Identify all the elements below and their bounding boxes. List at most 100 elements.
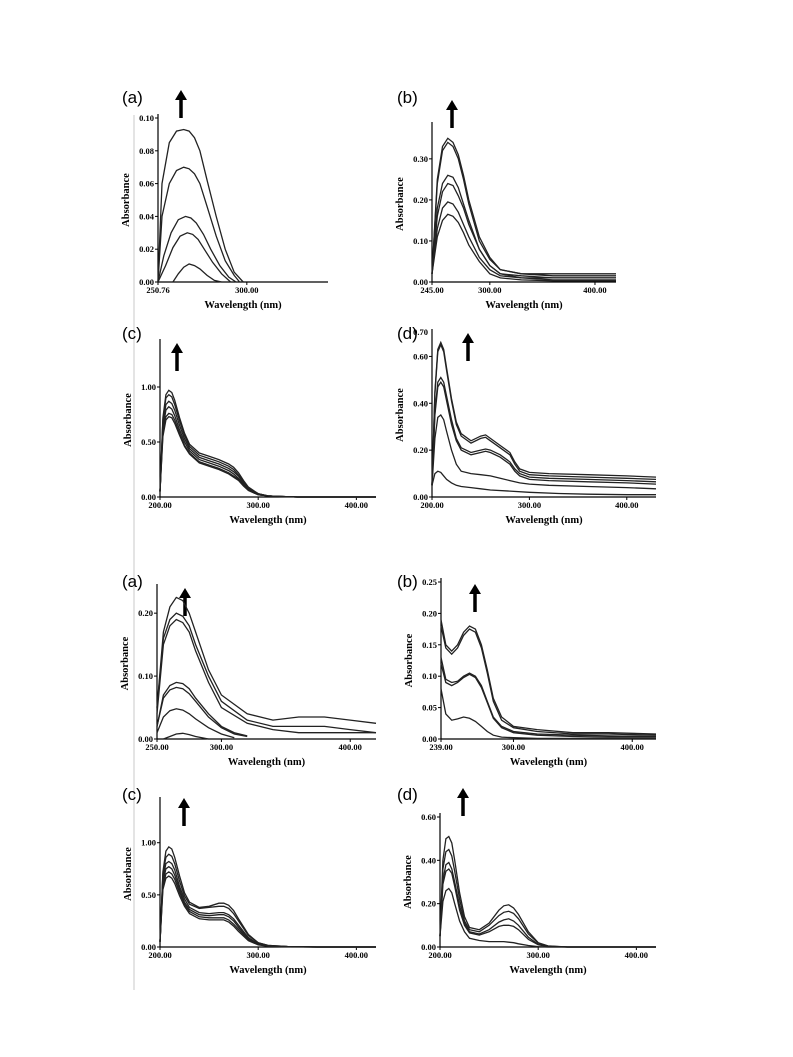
y-tick-label: 0.15 [422, 640, 437, 650]
x-tick-label: 200.00 [148, 500, 171, 510]
x-tick-label: 300.00 [235, 285, 258, 295]
y-tick-label: 0.08 [139, 146, 154, 156]
y-tick-label: 0.50 [141, 890, 156, 900]
increase-arrow-icon [457, 788, 469, 816]
chart-panel: (c) 0.00 0.50 1.00 200.00 300.00 400.00 Wavelen… [122, 785, 376, 976]
spectrum-line [156, 708, 235, 739]
spectrum-line [431, 376, 657, 486]
y-tick-label: 1.00 [141, 382, 156, 392]
increase-arrow-icon [462, 333, 474, 361]
y-axis-title: Absorbance [123, 393, 134, 447]
chart-panel: (d) 0.00 0.20 0.40 0.60 0.70 200.00 300.00 400.0… [395, 324, 657, 526]
spectrum-line [431, 380, 657, 486]
x-tick-label: 400.00 [625, 950, 648, 960]
y-tick-label: 0.20 [413, 445, 428, 455]
spectrum-line [440, 663, 656, 738]
x-tick-label: 200.00 [428, 950, 451, 960]
y-axis-title: Absorbance [121, 173, 132, 227]
spectrum-line [157, 128, 244, 283]
y-tick-label: 0.00 [413, 492, 428, 502]
spectrum-line [431, 470, 656, 496]
x-tick-label: 300.00 [478, 285, 501, 295]
y-axis-title: Absorbance [404, 633, 415, 687]
increase-arrow-icon [446, 100, 458, 128]
spectrum-line [156, 618, 376, 734]
y-axis-title: Absorbance [395, 177, 406, 231]
increase-arrow-icon [175, 90, 187, 118]
spectrum-line [159, 845, 376, 948]
x-tick-label: 300.00 [246, 500, 269, 510]
y-tick-label: 0.60 [413, 351, 428, 361]
y-tick-label: 0.00 [422, 734, 437, 744]
y-tick-label: 0.00 [139, 277, 154, 287]
x-axis-title: Wavelength (nm) [228, 757, 306, 768]
spectrum-line [440, 619, 657, 735]
x-tick-label: 400.00 [583, 285, 606, 295]
spectrum-line [159, 865, 376, 948]
x-tick-label: 400.00 [339, 742, 362, 752]
chart-panel: (a) 0.00 0.02 0.04 0.06 0.08 0.10 250.76 300.00 W… [121, 88, 328, 311]
spectrum-line [159, 389, 376, 498]
spectrum-line [431, 414, 657, 490]
x-tick-label: 300.00 [246, 950, 269, 960]
spectrum-line [157, 215, 237, 283]
spectrum-line [159, 853, 376, 948]
x-tick-label: 400.00 [621, 742, 644, 752]
spectrum-line [159, 393, 376, 498]
y-tick-label: 0.40 [421, 855, 436, 865]
spectrum-line [163, 732, 209, 740]
y-tick-label: 0.70 [413, 327, 428, 337]
spectrum-line [159, 412, 376, 498]
x-tick-label: 245.00 [420, 285, 443, 295]
panel-label: (d) [397, 785, 418, 804]
x-tick-label: 300.00 [502, 742, 525, 752]
spectrum-line [159, 415, 376, 498]
spectrum-line [431, 141, 616, 277]
y-tick-label: 0.00 [141, 492, 156, 502]
chart-panel: (d) 0.00 0.20 0.40 0.60 200.00 300.00 400.00 Wav… [397, 785, 656, 976]
x-tick-label: 250.00 [145, 742, 168, 752]
x-axis-title: Wavelength (nm) [204, 300, 282, 311]
y-tick-label: 0.20 [138, 608, 153, 618]
y-axis-title: Absorbance [403, 855, 414, 909]
spectrum-line [172, 263, 222, 283]
y-tick-label: 0.20 [421, 899, 436, 909]
panel-label: (b) [397, 88, 418, 107]
y-tick-label: 0.10 [422, 671, 437, 681]
spectrum-line [431, 201, 616, 281]
x-axis-title: Wavelength (nm) [510, 757, 588, 768]
spectrum-line [440, 625, 657, 736]
x-tick-label: 300.00 [526, 950, 549, 960]
x-tick-label: 400.00 [345, 950, 368, 960]
y-tick-label: 0.25 [422, 577, 437, 587]
y-tick-label: 0.50 [141, 437, 156, 447]
spectrum-line [157, 166, 241, 283]
spectrum-line [439, 887, 656, 948]
spectrum-line [159, 875, 376, 948]
x-tick-label: 250.76 [146, 285, 169, 295]
chart-panel: (b) 0.00 0.05 0.10 0.15 0.20 0.25 239.00 300.00 4… [397, 572, 657, 768]
y-tick-label: 0.00 [413, 277, 428, 287]
panel-label: (a) [122, 88, 143, 107]
spectrum-line [156, 612, 377, 734]
spectrum-line [440, 657, 657, 738]
spectrum-line [440, 688, 656, 740]
y-tick-label: 0.00 [141, 942, 156, 952]
x-tick-label: 239.00 [429, 742, 452, 752]
panel-label: (a) [122, 572, 143, 591]
x-axis-title: Wavelength (nm) [485, 300, 563, 311]
y-tick-label: 0.00 [421, 942, 436, 952]
spectrum-line [431, 343, 657, 486]
spectrum-line [156, 681, 248, 737]
panel-label: (c) [122, 785, 142, 804]
panel-label: (b) [397, 572, 418, 591]
increase-arrow-icon [171, 343, 183, 371]
spectrum-line [431, 137, 616, 275]
spectrum-line [431, 182, 616, 279]
spectrum-line [156, 686, 248, 738]
y-tick-label: 0.00 [138, 734, 153, 744]
x-axis-title: Wavelength (nm) [505, 515, 583, 526]
spectrum-line [157, 232, 232, 283]
y-tick-label: 0.20 [422, 608, 437, 618]
y-tick-label: 0.30 [413, 154, 428, 164]
